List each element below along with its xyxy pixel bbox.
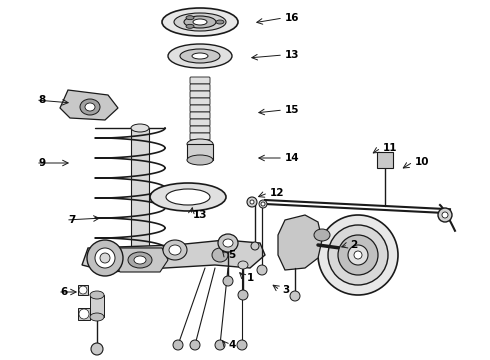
Ellipse shape	[131, 124, 149, 132]
Text: 13: 13	[193, 210, 207, 220]
Ellipse shape	[223, 239, 233, 247]
Ellipse shape	[186, 24, 194, 28]
Circle shape	[91, 343, 103, 355]
Ellipse shape	[166, 189, 210, 205]
Bar	[90, 295, 104, 317]
Bar	[78, 308, 90, 320]
Circle shape	[442, 212, 448, 218]
Text: 16: 16	[285, 13, 299, 23]
Circle shape	[354, 251, 362, 259]
FancyBboxPatch shape	[190, 77, 210, 84]
Bar	[377, 152, 393, 168]
Ellipse shape	[180, 49, 220, 63]
Circle shape	[190, 340, 200, 350]
FancyBboxPatch shape	[190, 140, 210, 147]
FancyBboxPatch shape	[190, 133, 210, 140]
Ellipse shape	[150, 183, 226, 211]
Circle shape	[318, 215, 398, 295]
Ellipse shape	[184, 16, 216, 28]
FancyBboxPatch shape	[190, 91, 210, 98]
Text: 12: 12	[270, 188, 285, 198]
Text: 4: 4	[228, 340, 235, 350]
Ellipse shape	[193, 19, 207, 25]
Ellipse shape	[218, 234, 238, 252]
Bar	[187, 144, 213, 160]
Ellipse shape	[174, 13, 226, 31]
Polygon shape	[112, 248, 168, 272]
Ellipse shape	[187, 155, 213, 165]
Ellipse shape	[192, 53, 208, 59]
FancyBboxPatch shape	[190, 112, 210, 119]
Text: 15: 15	[285, 105, 299, 115]
Text: 9: 9	[38, 158, 45, 168]
Ellipse shape	[95, 248, 115, 268]
Text: 14: 14	[285, 153, 299, 163]
Ellipse shape	[216, 20, 224, 24]
Polygon shape	[60, 90, 118, 120]
Ellipse shape	[134, 256, 146, 264]
Text: 13: 13	[285, 50, 299, 60]
Ellipse shape	[100, 253, 110, 263]
Circle shape	[259, 200, 267, 208]
Ellipse shape	[90, 291, 104, 299]
Text: 2: 2	[350, 240, 357, 250]
Polygon shape	[82, 240, 265, 272]
Circle shape	[348, 245, 368, 265]
Ellipse shape	[187, 139, 213, 149]
Circle shape	[290, 291, 300, 301]
Text: 7: 7	[68, 215, 75, 225]
FancyBboxPatch shape	[190, 119, 210, 126]
Circle shape	[257, 265, 267, 275]
Text: 10: 10	[415, 157, 430, 167]
FancyBboxPatch shape	[190, 126, 210, 133]
Text: 1: 1	[247, 273, 254, 283]
Ellipse shape	[80, 99, 100, 115]
Text: 11: 11	[383, 143, 397, 153]
Circle shape	[215, 340, 225, 350]
Polygon shape	[278, 215, 322, 270]
Ellipse shape	[162, 8, 238, 36]
Circle shape	[173, 340, 183, 350]
Circle shape	[261, 202, 265, 206]
Text: 3: 3	[282, 285, 289, 295]
FancyBboxPatch shape	[190, 84, 210, 91]
Bar	[78, 285, 88, 295]
Bar	[131, 128, 149, 258]
Ellipse shape	[87, 240, 123, 276]
Ellipse shape	[314, 229, 330, 241]
Text: 5: 5	[228, 250, 235, 260]
FancyBboxPatch shape	[190, 98, 210, 105]
Ellipse shape	[168, 44, 232, 68]
Ellipse shape	[186, 16, 194, 20]
Ellipse shape	[238, 261, 248, 269]
Ellipse shape	[131, 254, 149, 262]
Circle shape	[250, 200, 254, 204]
Circle shape	[251, 242, 259, 250]
Ellipse shape	[128, 252, 152, 268]
Circle shape	[223, 276, 233, 286]
Circle shape	[328, 225, 388, 285]
Circle shape	[247, 197, 257, 207]
Ellipse shape	[79, 309, 89, 319]
Circle shape	[238, 290, 248, 300]
FancyBboxPatch shape	[190, 105, 210, 112]
Ellipse shape	[169, 245, 181, 255]
Ellipse shape	[90, 313, 104, 321]
Text: 8: 8	[38, 95, 45, 105]
Ellipse shape	[79, 286, 87, 294]
Text: 6: 6	[60, 287, 67, 297]
Circle shape	[438, 208, 452, 222]
Ellipse shape	[212, 248, 228, 262]
Circle shape	[338, 235, 378, 275]
Ellipse shape	[163, 240, 187, 260]
Ellipse shape	[85, 103, 95, 111]
Circle shape	[237, 340, 247, 350]
